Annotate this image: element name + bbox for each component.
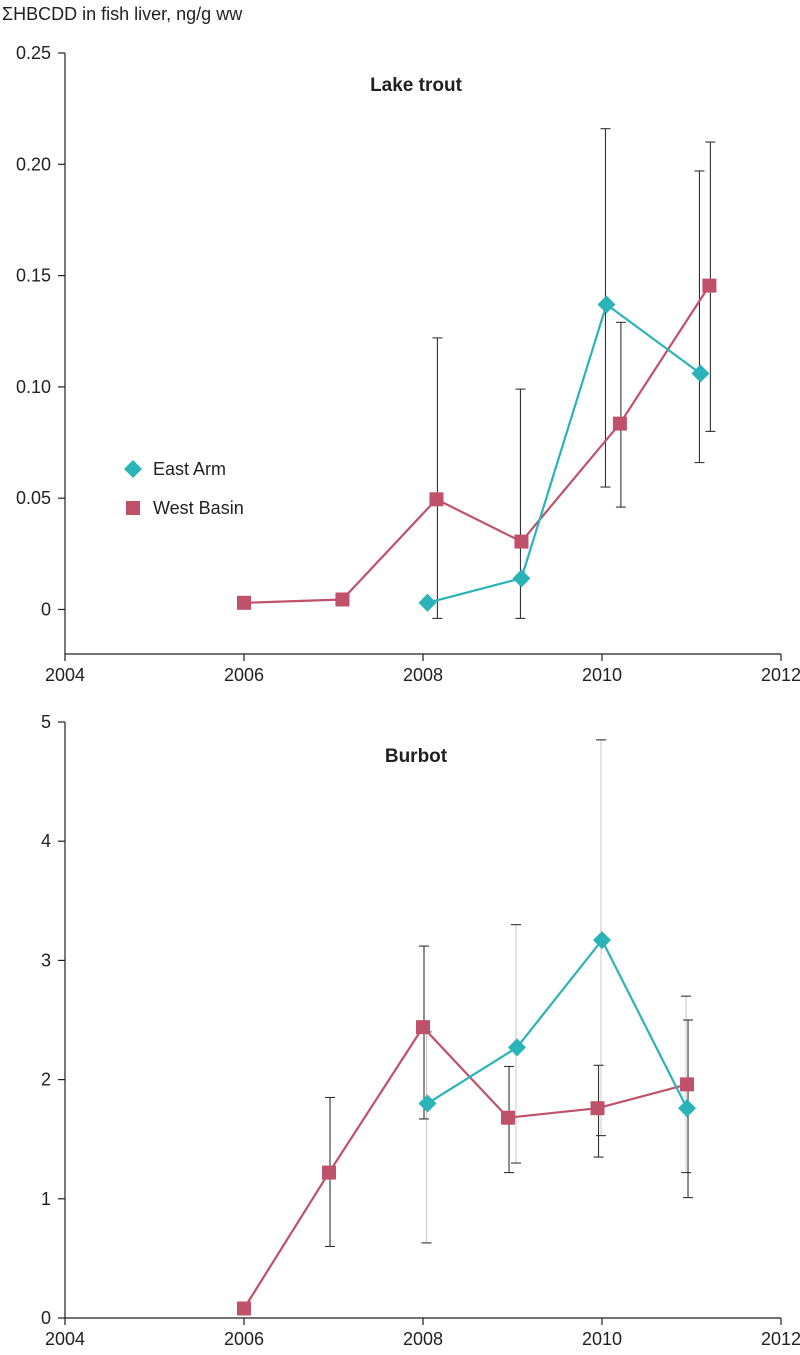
y-axis-label: ΣHBCDD in fish liver, ng/g ww xyxy=(2,4,243,24)
lake-trout-east-arm-point xyxy=(418,593,437,612)
lake-trout-east-arm-point xyxy=(691,364,710,383)
lake-trout-y-tick-label: 0.10 xyxy=(16,377,51,397)
lake-trout-y-tick-label: 0.25 xyxy=(16,43,51,63)
lake-trout-east-arm-line xyxy=(427,302,702,604)
burbot-y-tick-label: 2 xyxy=(41,1070,51,1090)
burbot-west-basin-line xyxy=(243,1025,688,1310)
lake-trout-y-tick-label: 0.05 xyxy=(16,488,51,508)
lake-trout-title: Lake trout xyxy=(370,75,463,96)
burbot-east-arm-point xyxy=(418,1094,437,1113)
lake-trout-west-basin-line xyxy=(243,285,711,604)
burbot-east-arm-point xyxy=(678,1099,697,1118)
lake-trout-west-basin-point xyxy=(429,492,444,507)
lake-trout-x-tick-label: 2006 xyxy=(224,665,264,685)
legend-west-basin-marker xyxy=(126,501,140,515)
burbot-west-basin-point xyxy=(590,1101,605,1116)
burbot-y-tick-label: 0 xyxy=(41,1308,51,1328)
lake-trout-x-tick-label: 2008 xyxy=(403,665,443,685)
burbot-x-tick-label: 2012 xyxy=(761,1329,800,1349)
lake-trout-panel: Lake trout 0 0.05 0.10 0.15 0.20 0.25 2004 2006… xyxy=(16,43,800,685)
legend-east-arm-marker xyxy=(124,460,142,478)
lake-trout-west-basin-point xyxy=(612,416,627,431)
legend-label: West Basin xyxy=(153,498,244,518)
lake-trout-y-tick-label: 0.20 xyxy=(16,154,51,174)
lake-trout-east-arm-point xyxy=(597,295,616,314)
burbot-x-tick-label: 2010 xyxy=(582,1329,622,1349)
burbot-y-tick-label: 5 xyxy=(41,712,51,732)
burbot-marks xyxy=(237,739,697,1316)
burbot-y-tick-label: 1 xyxy=(41,1189,51,1209)
lake-trout-east-arm-point xyxy=(512,569,531,588)
burbot-axes: 0 1 2 3 4 5 2004 2006 2008 2010 2012 xyxy=(41,712,800,1349)
burbot-west-basin-point xyxy=(416,1020,430,1035)
legend: East Arm West Basin xyxy=(124,459,244,518)
lake-trout-x-tick-label: 2010 xyxy=(582,665,622,685)
lake-trout-axes: 0 0.05 0.10 0.15 0.20 0.25 2004 2006 2008 2010 201… xyxy=(16,43,800,685)
burbot-east-arm-point xyxy=(507,1038,526,1057)
lake-trout-x-tick-label: 2004 xyxy=(45,665,85,685)
burbot-west-basin-point xyxy=(501,1110,516,1125)
burbot-west-basin-point xyxy=(680,1077,695,1092)
burbot-title: Burbot xyxy=(385,746,448,767)
legend-label: East Arm xyxy=(153,459,226,479)
burbot-y-tick-label: 4 xyxy=(41,831,51,851)
burbot-east-arm-point xyxy=(593,931,611,950)
lake-trout-x-tick-label: 2012 xyxy=(761,665,800,685)
burbot-x-tick-label: 2004 xyxy=(45,1329,85,1349)
lake-trout-west-basin-point xyxy=(702,278,717,293)
burbot-panel: Burbot 0 1 2 3 4 5 2004 2006 2008 2010 2012 xyxy=(41,712,800,1349)
lake-trout-west-basin-point xyxy=(335,592,350,607)
burbot-west-basin-point xyxy=(322,1165,337,1180)
lake-trout-y-tick-label: 0 xyxy=(41,599,51,619)
burbot-east-arm-line xyxy=(426,938,688,1109)
lake-trout-west-basin-point xyxy=(237,595,251,610)
burbot-x-tick-label: 2008 xyxy=(403,1329,443,1349)
burbot-x-tick-label: 2006 xyxy=(224,1329,264,1349)
burbot-west-basin-point xyxy=(237,1301,251,1316)
lake-trout-marks xyxy=(237,128,717,619)
lake-trout-y-tick-label: 0.15 xyxy=(16,266,51,286)
lake-trout-west-basin-point xyxy=(514,534,529,549)
burbot-y-tick-label: 3 xyxy=(41,950,51,970)
